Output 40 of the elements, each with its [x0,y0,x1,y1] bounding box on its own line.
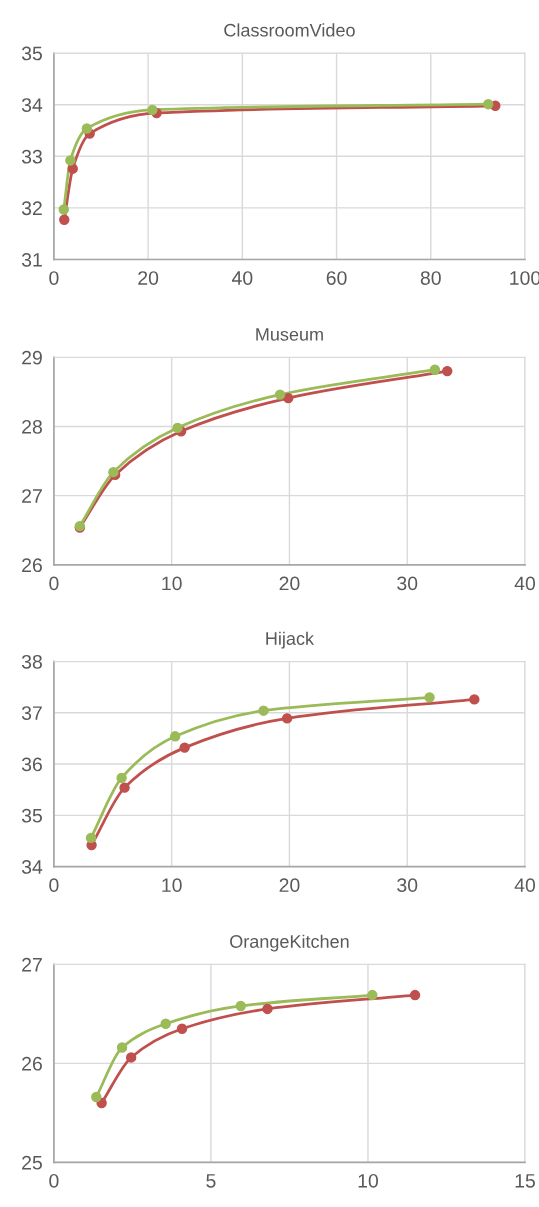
x-tick-label: 20 [279,878,300,893]
y-tick-label: 32 [21,201,42,216]
chart-title: Hijack [266,631,315,649]
y-tick-label: 25 [22,1155,42,1170]
y-tick-label: 34 [21,98,43,112]
x-tick-label: 5 [206,1174,216,1188]
x-tick-label: 60 [326,271,347,285]
y-tick-label: 26 [22,558,42,573]
chart-title: OrangeKitchen [230,934,349,952]
x-tick-label: 40 [514,576,536,591]
y-tick-label: 26 [22,1056,42,1071]
y-tick-label: 28 [22,419,42,434]
y-tick-label: 33 [21,149,42,164]
x-tick-label: 20 [279,576,300,591]
chart-title: Museum [256,328,323,341]
x-tick-label: 20 [138,271,159,285]
y-tick-label: 27 [22,489,42,503]
x-tick-label: 15 [515,1174,535,1188]
y-tick-label: 35 [21,46,42,61]
x-tick-label: 0 [49,576,59,591]
x-tick-label: 30 [397,576,418,591]
x-tick-label: 40 [514,878,536,893]
x-tick-label: 80 [420,271,441,285]
y-tick-label: 34 [21,860,43,874]
chart-title: ClassroomVideo [224,23,355,37]
x-tick-label: 10 [162,576,182,591]
y-tick-label: 27 [22,957,42,972]
x-tick-label: 10 [162,878,182,893]
x-tick-label: 10 [358,1173,379,1188]
y-tick-label: 31 [21,252,42,267]
x-tick-label: 0 [49,1173,59,1188]
y-tick-label: 35 [21,808,42,823]
y-tick-label: 29 [22,350,42,365]
y-tick-label: 37 [21,706,42,720]
y-tick-label: 38 [21,654,42,669]
y-tick-label: 36 [21,757,42,772]
x-tick-label: 40 [231,271,253,285]
x-tick-label: 30 [397,878,418,893]
x-tick-label: 0 [49,271,59,285]
x-tick-label: 0 [49,878,59,893]
